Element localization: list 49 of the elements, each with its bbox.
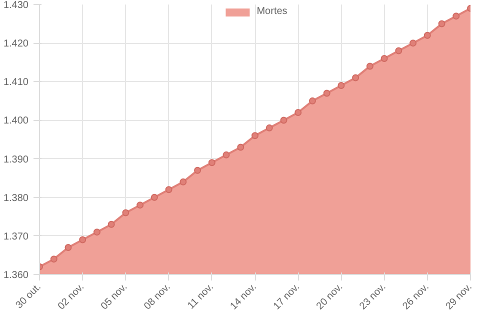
point [352,74,360,82]
x-tick-label: 11 nov. [186,282,216,312]
x-tick-label: 30 out. [14,282,44,312]
legend-label: Mortes [256,6,288,17]
x-tick-label: 26 nov. [400,282,432,312]
x-tick-label: 17 nov. [272,282,302,312]
point [79,236,86,244]
y-tick-label: 1.400 [3,116,29,127]
y-tick-label: 1.360 [3,270,29,281]
point [280,116,288,124]
y-tick-label: 1.420 [3,38,29,50]
point [380,55,388,62]
point [93,228,100,236]
point [424,32,431,39]
x-tick-label: 05 nov. [99,282,130,312]
point [150,194,158,201]
point [50,256,58,263]
point [410,40,417,47]
y-tick-label: 1.430 [3,0,29,11]
point [266,124,273,132]
point [194,166,202,174]
point [252,132,258,140]
point [222,151,230,158]
point [366,62,374,70]
point [308,97,316,104]
point [64,244,72,251]
x-tick-label: 23 nov. [358,282,388,312]
point [165,186,172,194]
point [395,47,402,54]
y-tick-label: 1.390 [3,154,29,166]
point [208,159,216,166]
point [323,90,330,97]
x-tick-label: 20 nov. [314,282,346,312]
point [136,202,144,209]
x-tick-label: 29 nov. [444,282,474,312]
point [180,178,187,186]
point [438,20,446,28]
y-tick-label: 1.380 [3,192,29,204]
x-tick-label: 02 nov. [56,282,86,312]
point [338,82,345,89]
x-tick-label: 14 nov. [228,282,259,312]
y-tick-label: 1.370 [3,231,29,242]
point [122,209,130,216]
y-tick-label: 1.410 [3,77,29,88]
point [294,109,302,116]
x-tick-label: 08 nov. [142,282,173,312]
point [108,220,115,228]
point [452,12,460,20]
point [237,144,244,151]
